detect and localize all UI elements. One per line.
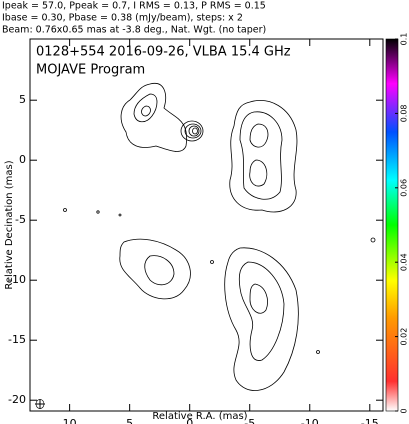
plot-frame [29, 38, 384, 412]
colorbar [385, 38, 399, 412]
colorbar-tick-label: 0.08 [400, 104, 409, 122]
x-tick-label: 0 [186, 417, 193, 424]
colorbar-tick-label: 0 [400, 408, 409, 413]
header-line: Ipeak = 57.0, Ppeak = 0.7, I RMS = 0.13,… [2, 1, 266, 12]
header-line: Ibase = 0.30, Pbase = 0.38 (mJy/beam), s… [2, 13, 243, 24]
x-axis-label: Relative R.A. (mas) [152, 411, 247, 422]
colorbar-tick-label: 0.04 [400, 253, 409, 271]
x-tick-label: -10 [301, 417, 319, 424]
x-tick-label: -5 [244, 417, 255, 424]
x-tick-label: -15 [361, 417, 379, 424]
header-line: Beam: 0.76x0.65 mas at -3.8 deg., Nat. W… [2, 25, 266, 36]
beam [35, 399, 45, 409]
y-tick-label: 5 [19, 93, 26, 106]
y-tick-label: -10 [8, 273, 26, 286]
y-tick-label: -15 [8, 333, 26, 346]
y-tick-label: 0 [19, 153, 26, 166]
y-axis-label: Relative Decination (mas) [4, 160, 15, 289]
chart-subtitle: MOJAVE Program [36, 63, 145, 78]
colorbar-tick-label: 0.02 [400, 328, 409, 346]
chart-title: 0128+554 2016-09-26, VLBA 15.4 GHz [36, 45, 291, 60]
y-tick-label: -5 [15, 213, 26, 226]
colorbar-tick-label: 0.06 [400, 179, 409, 197]
colorbar-tick-label: 0.1 [400, 33, 409, 46]
y-tick-label: -20 [8, 393, 26, 406]
x-tick-label: 10 [63, 417, 77, 424]
x-tick-label: 5 [126, 417, 133, 424]
contours [63, 82, 376, 391]
